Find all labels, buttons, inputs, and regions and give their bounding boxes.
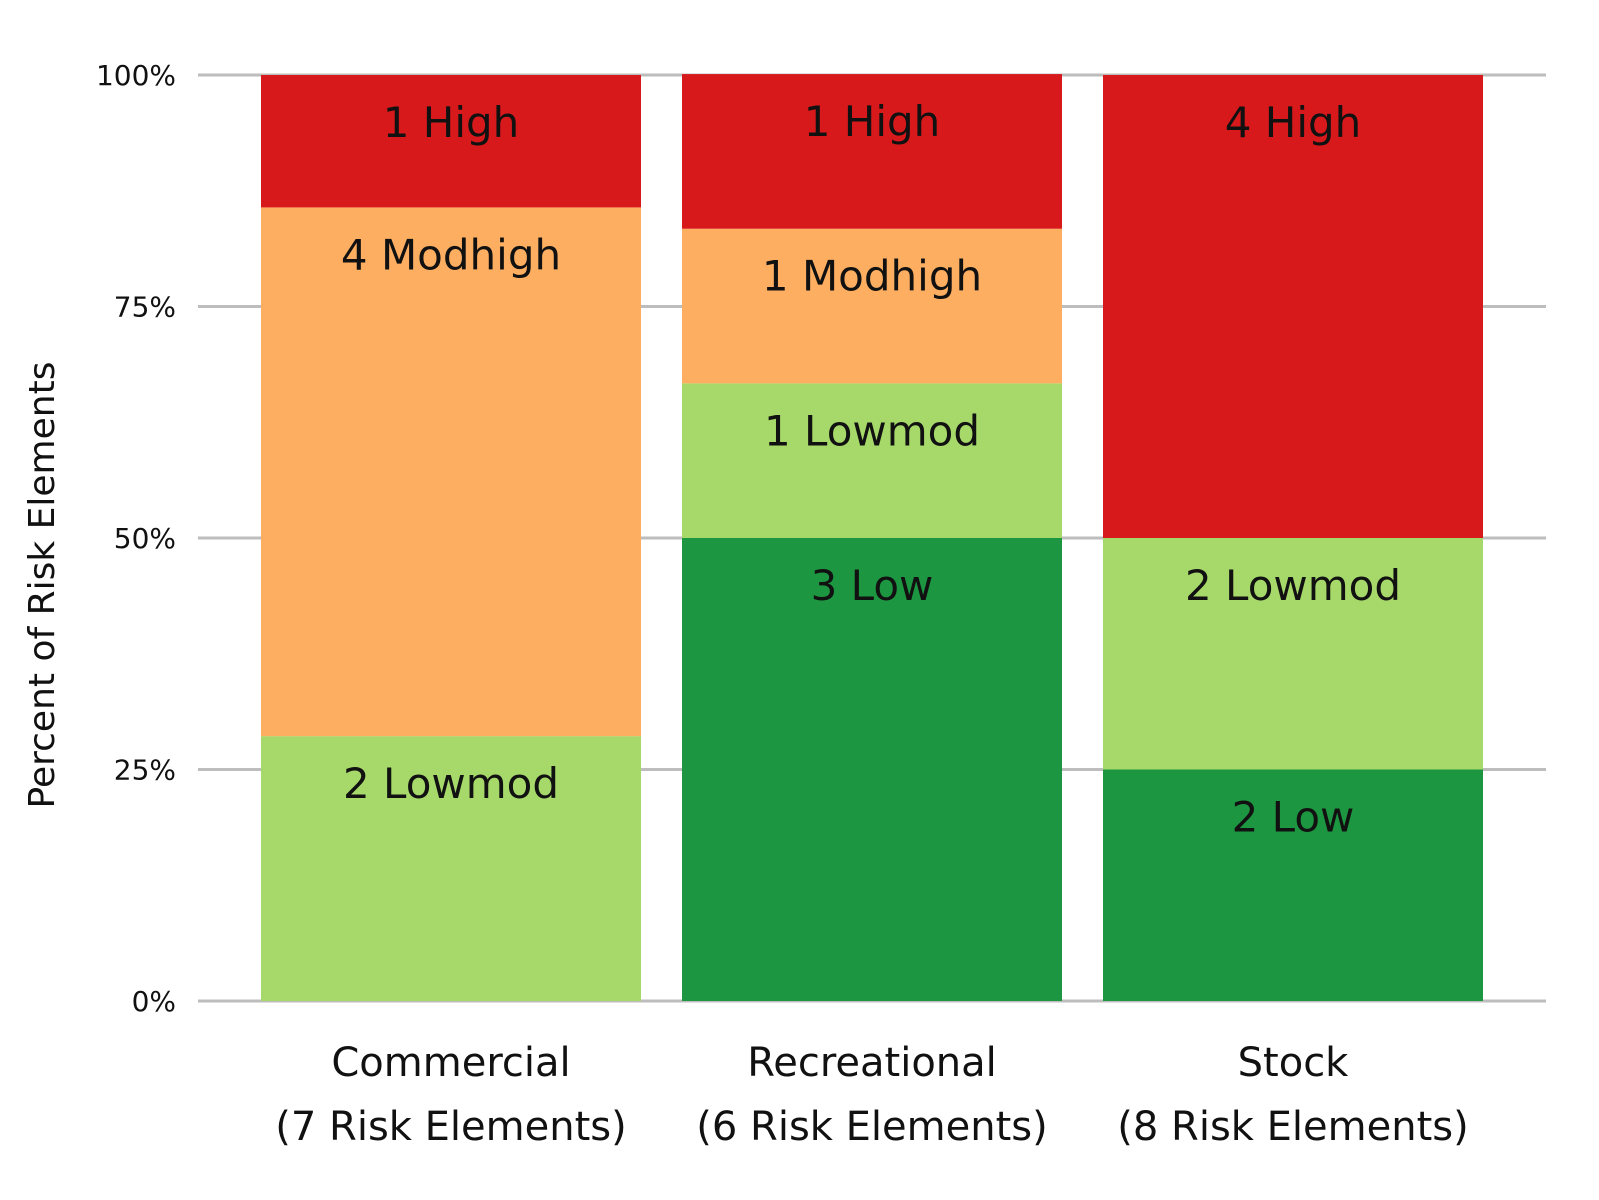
bar-segment-lowmod (261, 736, 641, 1001)
bar-segment-modhigh (261, 207, 641, 737)
segment-label: 1 High (383, 98, 520, 147)
bars-layer (261, 74, 1483, 1001)
x-category-labels: Commercial (7 Risk Elements) Recreational (… (275, 1040, 1468, 1150)
segment-label: 4 High (1225, 98, 1362, 147)
segment-label: 2 Lowmod (343, 759, 559, 808)
bar-segment-high (261, 75, 641, 208)
y-axis-title: Percent of Risk Elements (22, 362, 63, 809)
x-category-label: Recreational (747, 1040, 997, 1086)
segment-label: 1 Lowmod (764, 406, 980, 455)
bar-segment-lowmod (682, 383, 1062, 538)
segment-label: 2 Low (1232, 793, 1355, 842)
y-tick-label: 0% (132, 985, 176, 1018)
bar-segment-modhigh (682, 228, 1062, 384)
segment-label: 1 High (804, 97, 941, 146)
y-tick-label: 75% (114, 291, 176, 324)
bar-segment-lowmod (1103, 538, 1483, 770)
segment-label: 1 Modhigh (762, 252, 982, 301)
x-category-sublabel: (7 Risk Elements) (275, 1104, 626, 1150)
y-tick-label: 50% (114, 522, 176, 555)
y-tick-label: 25% (114, 754, 176, 787)
segment-label: 2 Lowmod (1185, 561, 1401, 610)
labels-layer: 2 Lowmod 4 Modhigh 1 High 3 Low 1 Lowmod 1 Mo… (341, 97, 1401, 841)
bar-segment-low (1103, 769, 1483, 1001)
y-tick-labels: 0% 25% 50% 75% 100% (96, 59, 176, 1018)
bar-segment-high (682, 74, 1062, 229)
x-category-label: Commercial (331, 1040, 570, 1086)
x-category-sublabel: (6 Risk Elements) (696, 1104, 1047, 1150)
segment-label: 4 Modhigh (341, 230, 561, 279)
bar-segment-low (682, 538, 1062, 1001)
segment-label: 3 Low (811, 561, 934, 610)
x-category-label: Stock (1238, 1040, 1350, 1086)
bar-segment-high (1103, 75, 1483, 538)
x-category-sublabel: (8 Risk Elements) (1117, 1104, 1468, 1150)
y-tick-label: 100% (96, 59, 176, 92)
